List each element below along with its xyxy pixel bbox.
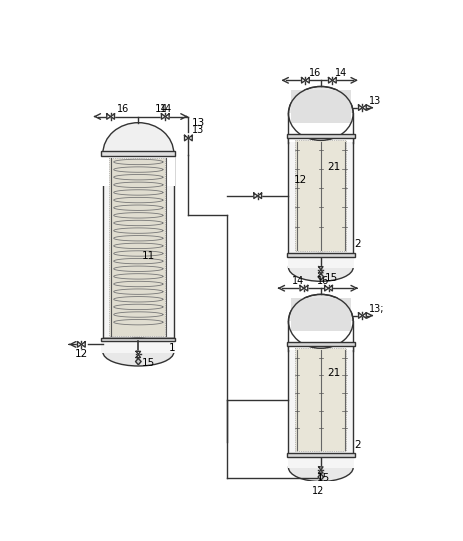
Text: 13: 13 — [192, 126, 205, 135]
Polygon shape — [162, 114, 165, 119]
Text: 15: 15 — [141, 358, 155, 368]
Polygon shape — [165, 114, 169, 119]
Text: 13;: 13; — [369, 304, 384, 314]
Text: 16: 16 — [317, 275, 329, 286]
Polygon shape — [81, 342, 85, 347]
Ellipse shape — [288, 294, 353, 348]
Bar — [101, 338, 175, 353]
Polygon shape — [332, 77, 336, 83]
Ellipse shape — [288, 87, 353, 140]
Polygon shape — [136, 351, 140, 354]
Polygon shape — [358, 105, 363, 110]
Polygon shape — [107, 114, 111, 119]
Polygon shape — [318, 474, 324, 480]
Bar — [288, 138, 353, 254]
Bar — [288, 453, 354, 469]
Text: 16: 16 — [117, 104, 129, 114]
Bar — [101, 338, 175, 341]
Text: 11: 11 — [142, 251, 156, 261]
Bar — [288, 321, 354, 350]
Text: 12: 12 — [75, 348, 88, 359]
Text: 15: 15 — [325, 273, 338, 283]
Ellipse shape — [103, 338, 174, 366]
Text: 15: 15 — [317, 473, 330, 484]
Text: 16: 16 — [309, 68, 321, 77]
Text: 14: 14 — [155, 104, 169, 114]
Polygon shape — [188, 135, 192, 141]
Ellipse shape — [288, 454, 353, 481]
Bar — [102, 154, 175, 186]
Bar — [291, 90, 351, 123]
Bar — [291, 298, 351, 331]
Polygon shape — [136, 354, 140, 358]
Polygon shape — [363, 313, 366, 318]
Text: 21: 21 — [327, 368, 340, 378]
Text: 14: 14 — [335, 68, 347, 77]
Polygon shape — [304, 286, 308, 291]
Polygon shape — [363, 105, 366, 110]
Text: 2: 2 — [355, 439, 361, 450]
Bar — [287, 453, 355, 457]
Polygon shape — [185, 135, 188, 141]
Ellipse shape — [288, 254, 353, 281]
Bar — [288, 253, 354, 268]
Bar — [295, 348, 346, 451]
Bar — [109, 158, 164, 336]
Polygon shape — [77, 342, 81, 347]
Text: 14: 14 — [160, 104, 172, 114]
Text: 13: 13 — [192, 118, 206, 128]
Polygon shape — [306, 77, 309, 83]
Polygon shape — [254, 193, 258, 199]
Bar — [287, 253, 355, 256]
Ellipse shape — [103, 123, 174, 184]
Polygon shape — [319, 467, 323, 470]
Polygon shape — [111, 114, 114, 119]
Bar — [287, 134, 355, 138]
Text: 12: 12 — [294, 175, 307, 186]
Bar — [287, 342, 355, 346]
Polygon shape — [325, 286, 329, 291]
Text: 12: 12 — [312, 486, 324, 496]
Text: 21: 21 — [327, 162, 340, 172]
Text: 2: 2 — [355, 239, 361, 249]
Polygon shape — [319, 267, 323, 270]
Polygon shape — [319, 470, 323, 473]
Text: 13: 13 — [369, 96, 381, 105]
Polygon shape — [319, 270, 323, 273]
Bar — [288, 114, 354, 142]
Bar — [103, 156, 174, 338]
Polygon shape — [301, 77, 306, 83]
Polygon shape — [329, 286, 332, 291]
Text: 1: 1 — [169, 342, 176, 353]
Polygon shape — [136, 358, 141, 365]
Bar — [101, 151, 175, 156]
Text: 14: 14 — [292, 275, 304, 286]
Polygon shape — [258, 193, 262, 199]
Polygon shape — [300, 286, 304, 291]
Polygon shape — [329, 77, 332, 83]
Polygon shape — [358, 313, 363, 318]
Bar — [295, 140, 346, 251]
Bar — [288, 346, 353, 454]
Polygon shape — [318, 274, 324, 280]
